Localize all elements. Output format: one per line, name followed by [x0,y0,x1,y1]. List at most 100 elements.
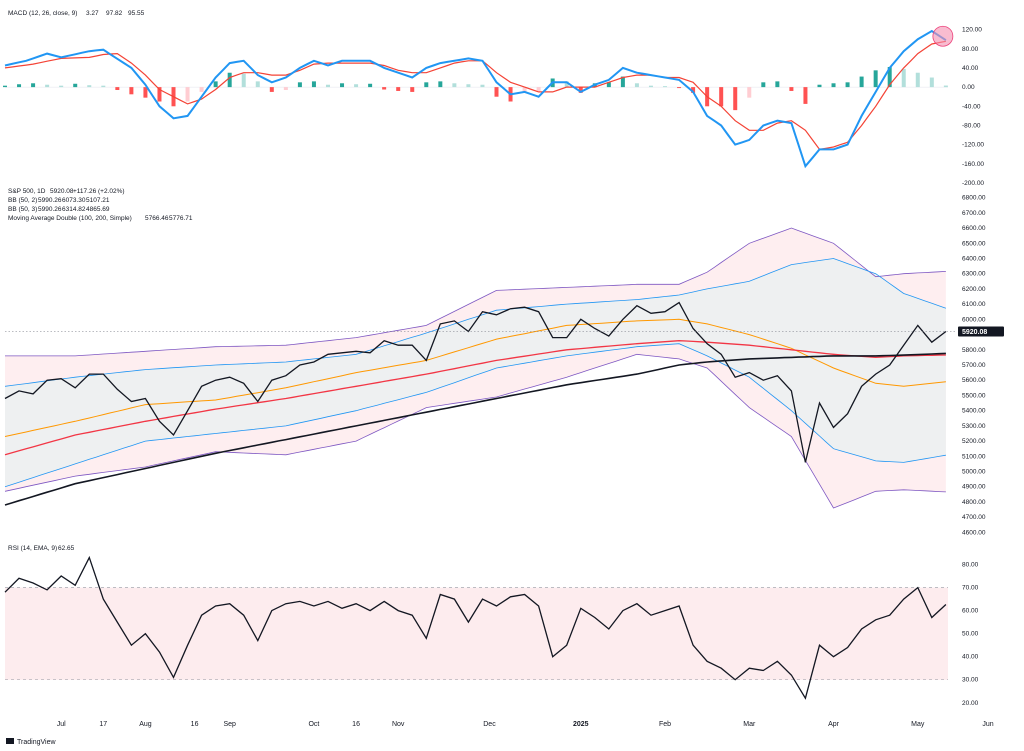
macd-histogram-bar-43 [606,82,611,88]
macd-histogram-bar-27 [382,87,387,90]
y-tick-macd-1: 80.00 [962,46,979,53]
y-tick-price-5: 6300.00 [962,271,986,278]
macd-histogram-bar-63 [887,66,892,88]
macd-panel: 120.00 80.00 40.00 0.00 -40.00 -80.00 -120.00 -… [3,25,984,187]
macd-histogram-bar-35 [494,87,499,97]
price-line [4,301,947,463]
macd-histogram-bar-21 [297,82,302,88]
macd-histogram-bar-17 [241,73,246,88]
macd-histogram-bar-52 [733,87,738,111]
y-tick-price-11: 5700.00 [962,362,986,369]
bb3-basis: 5990.26 [38,206,62,213]
price-header: S&P 500, 1D 5920.08 +117.26 (+2.02%) BB … [8,188,193,222]
y-tick-macd-2: 40.00 [962,65,979,72]
macd-value-signal: 95.55 [128,10,145,17]
macd-histogram-bar-33 [466,84,471,88]
bb2-band-fill [5,258,946,487]
macd-histogram-bar-56 [789,87,794,91]
macd-histogram-bar-1 [17,84,22,88]
y-tick-macd-5: -80.00 [962,122,981,129]
macd-histogram-bar-59 [831,83,836,88]
macd-histogram-bar-49 [691,87,696,93]
y-tick-price-12: 5600.00 [962,377,986,384]
y-tick-price-18: 5000.00 [962,469,986,476]
y-tick-macd-7: -160.00 [962,161,984,168]
macd-histogram-bar-11 [157,87,162,102]
macd-histogram-bar-24 [340,83,345,88]
macd-title: MACD (12, 26, close, 9) [8,10,77,17]
y-tick-rsi-1: 70.00 [962,585,979,592]
macd-signal-line [4,40,947,151]
macd-histogram-bar-10 [143,87,148,98]
macd-value-histogram: 3.27 [86,10,99,17]
price-title: S&P 500, 1D [8,188,46,195]
ma-title: Moving Average Double (100, 200, Simple) [8,215,132,222]
macd-histogram-bar-51 [719,87,724,107]
macd-histogram-bar-58 [817,84,822,88]
y-tick-price-4: 6400.00 [962,255,986,262]
macd-histogram-bar-0 [3,85,7,88]
macd-histogram-bar-4 [59,85,64,88]
macd-histogram-bar-67 [943,85,948,88]
y-tick-rsi-0: 80.00 [962,562,979,569]
ma200-line [4,352,946,506]
x-tick-10: Feb [659,721,671,728]
rsi-band-fill [5,587,948,680]
x-tick-3: 16 [191,721,199,728]
bb3-lower: 4865.69 [86,206,110,213]
y-tick-price-3: 6500.00 [962,240,986,247]
macd-histogram-bar-13 [185,87,190,102]
macd-histogram-bar-54 [761,82,766,88]
y-tick-price-21: 4700.00 [962,514,986,521]
macd-highlight-circle [932,25,954,47]
macd-histogram-bar-65 [915,72,920,88]
y-tick-price-1: 6700.00 [962,210,986,217]
macd-histogram-bar-16 [227,72,232,88]
x-tick-11: Mar [743,721,756,728]
y-tick-price-7: 6100.00 [962,301,986,308]
ma100-value: 5766.46 [145,215,169,222]
x-tick-6: 16 [352,721,360,728]
macd-histogram-bar-45 [634,83,639,88]
y-tick-rsi-4: 40.00 [962,654,979,661]
macd-histogram-bar-37 [522,87,527,93]
y-tick-price-14: 5400.00 [962,408,986,415]
last-price-badge [958,326,1004,337]
x-tick-5: Oct [308,721,319,728]
x-tick-12: Apr [828,721,840,728]
macd-histogram-bar-66 [929,77,934,88]
macd-header: MACD (12, 26, close, 9) 3.27 97.82 95.55 [8,10,145,17]
macd-histogram-bar-41 [578,87,583,93]
y-tick-price-16: 5200.00 [962,438,986,445]
macd-histogram-bar-9 [129,87,134,95]
y-tick-price-0: 6800.00 [962,195,986,202]
macd-histogram-bar-40 [564,81,569,88]
macd-histogram-bar-44 [620,76,625,88]
last-price-label: 5920.08 [962,329,987,336]
tradingview-logo: TradingView [6,738,56,746]
y-tick-macd-3: 0.00 [962,84,975,91]
macd-histogram-bar-6 [87,85,92,88]
macd-histogram-bar-32 [452,83,457,88]
y-tick-price-6: 6200.00 [962,286,986,293]
y-tick-rsi-6: 20.00 [962,700,979,707]
ma100-line [4,340,946,456]
x-tick-7: Nov [392,721,405,728]
tradingview-mark-icon [6,738,14,744]
price-panel: 6800.00 6700.00 6600.00 6500.00 6400.00 6300.… [4,195,1004,536]
macd-histogram-bar-62 [873,70,878,88]
macd-histogram-bar-55 [775,81,780,88]
y-tick-price-22: 4600.00 [962,529,986,536]
macd-histogram-bar-53 [747,87,752,98]
bb2-lower-line [4,343,946,488]
y-tick-price-15: 5300.00 [962,423,986,430]
y-tick-macd-0: 120.00 [962,27,982,34]
time-axis: Jul 17 Aug 16 Sep Oct 16 Nov Dec 2025 Feb Mar Apr May… [57,721,994,728]
x-tick-1: 17 [99,721,107,728]
x-tick-8: Dec [483,721,496,728]
y-tick-price-17: 5100.00 [962,453,986,460]
bb3-upper: 6314.82 [62,206,86,213]
rsi-header: RSI (14, EMA, 9) 62.65 [8,545,75,552]
y-tick-rsi-3: 50.00 [962,631,979,638]
bb2-lower: 5107.21 [86,197,110,204]
